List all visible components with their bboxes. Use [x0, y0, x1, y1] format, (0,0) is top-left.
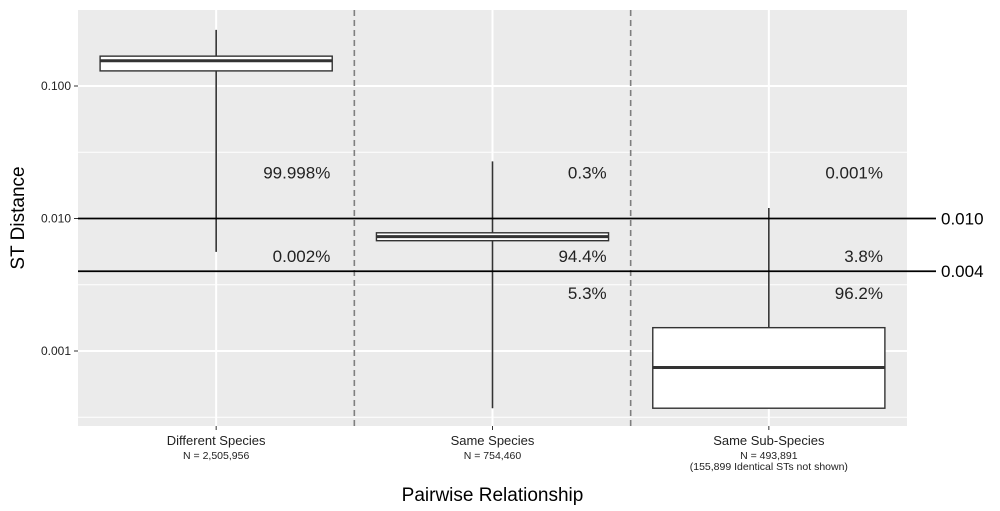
- x-tick-label: Same Species: [451, 433, 535, 448]
- percentage-annotation: 94.4%: [558, 247, 606, 266]
- boxes: [99, 29, 886, 409]
- box-same-species: [375, 161, 610, 409]
- category-note: (155,899 Identical STs not shown): [690, 461, 848, 473]
- box-same-sub-species: [652, 208, 886, 409]
- x-tick-label: Different Species: [167, 433, 266, 448]
- y-tick-label: 0.100: [41, 79, 71, 93]
- percentage-annotation: 99.998%: [263, 164, 330, 183]
- percentage-annotation: 0.002%: [273, 247, 331, 266]
- x-axis-label: Pairwise Relationship: [402, 485, 584, 506]
- percentage-annotation: 0.3%: [568, 164, 607, 183]
- x-tick-label: Same Sub-Species: [713, 433, 825, 448]
- percentage-annotation: 3.8%: [844, 247, 883, 266]
- reference-lines: 0.010 0.004: [78, 210, 984, 281]
- y-tick-label: 0.001: [41, 344, 71, 358]
- reference-line-label: 0.010: [941, 210, 984, 229]
- sample-size-label: N = 493,891: [740, 450, 798, 462]
- sample-size-label: N = 754,460: [464, 450, 522, 462]
- sample-size-label: N = 2,505,956: [183, 450, 249, 462]
- percentage-annotation: 5.3%: [568, 284, 607, 303]
- annotations: 99.998% 0.002% 0.3% 94.4% 5.3% 0.001% 3.8% 96.2…: [263, 164, 883, 304]
- x-axis-ticks: Different Species N = 2,505,956 Same Speci…: [167, 426, 848, 473]
- box-different-species: [99, 29, 333, 252]
- y-axis-label: ST Distance: [8, 166, 29, 269]
- y-axis-ticks: 0.100 0.010 0.001: [41, 79, 78, 358]
- box-iqr: [99, 55, 333, 72]
- percentage-annotation: 96.2%: [835, 284, 883, 303]
- percentage-annotation: 0.001%: [825, 164, 883, 183]
- reference-line-label: 0.004: [941, 262, 984, 281]
- y-tick-label: 0.010: [41, 212, 71, 226]
